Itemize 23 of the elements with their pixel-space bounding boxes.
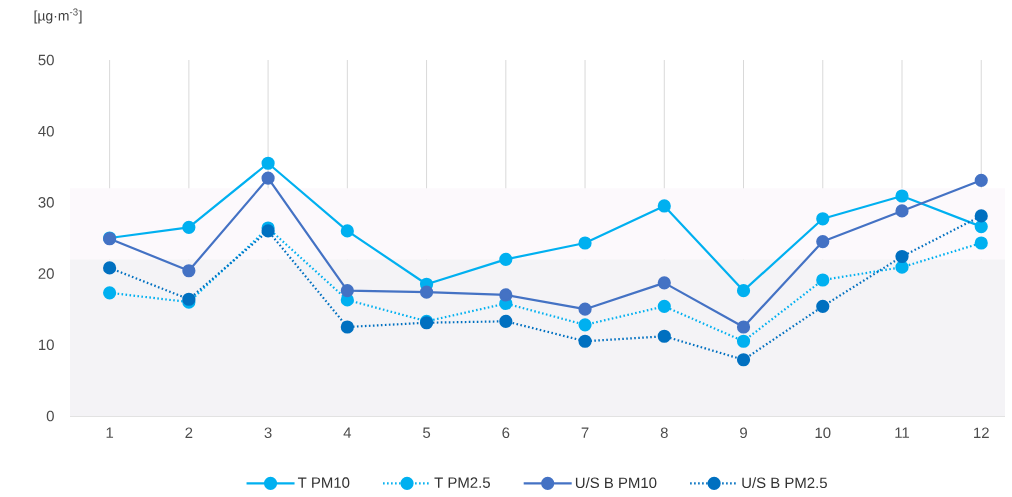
y-tick-label: 0 [46,410,54,422]
x-tick-label: 10 [815,427,831,439]
x-tick-label: 5 [423,427,431,438]
x-tick-label: 7 [581,427,589,438]
y-tick-label: 20 [38,268,54,279]
legend-label: T PM2.5 [434,477,490,488]
y-tick-label: 10 [39,339,54,351]
x-tick-label: 1 [106,427,114,438]
x-tick-label: 6 [502,427,510,439]
x-tick-label: 2 [185,427,193,438]
x-tick-label: 3 [264,427,272,439]
x-tick-label: 12 [974,427,989,438]
y-tick-label: 50 [38,54,54,66]
legend-label: T PM10 [297,477,350,488]
legend-label: U/S B PM2.5 [742,477,827,489]
legend-label: U/S B PM10 [575,477,657,489]
x-tick-label: 9 [740,427,747,439]
x-tick-label: 11 [895,427,910,438]
x-tick-label: 4 [343,427,352,438]
y-axis-title: [µg·m$^{-3}$] [34,8,82,24]
y-tick-label: 40 [38,125,54,137]
y-tick-label: 30 [38,197,54,208]
x-tick-label: 8 [660,427,668,439]
